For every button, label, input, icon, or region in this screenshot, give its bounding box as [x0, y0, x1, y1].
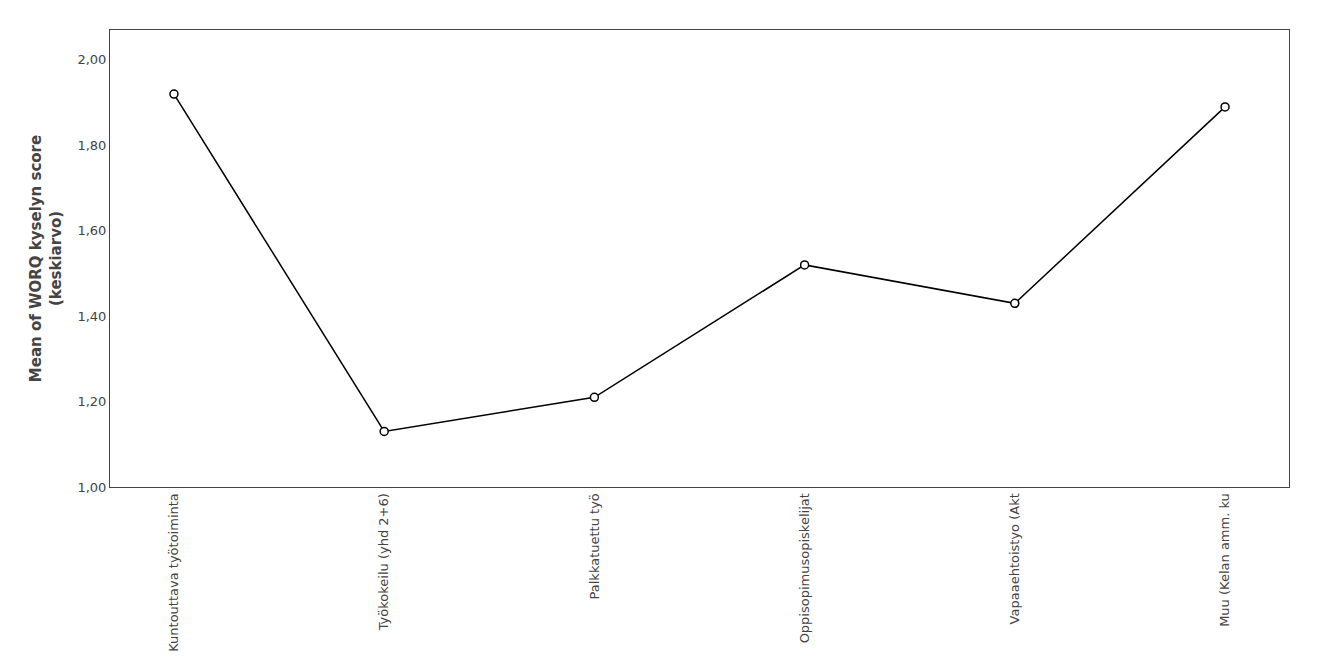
svg-text:Kuntouttava työtoiminta: Kuntouttava työtoiminta: [166, 493, 181, 652]
svg-text:Muu (Kelan amm. ku: Muu (Kelan amm. ku: [1217, 493, 1232, 627]
svg-text:2,00: 2,00: [77, 52, 106, 67]
svg-text:Mean of WORQ kyselyn score(kes: Mean of WORQ kyselyn score(keskiarvo): [27, 135, 65, 382]
svg-text:1,40: 1,40: [77, 309, 106, 324]
svg-text:1,80: 1,80: [77, 138, 106, 153]
svg-text:Työkokeilu (yhd 2+6): Työkokeilu (yhd 2+6): [376, 493, 391, 631]
svg-text:1,60: 1,60: [77, 223, 106, 238]
svg-text:Vapaaehtoistyo (Akt: Vapaaehtoistyo (Akt: [1007, 493, 1022, 624]
svg-text:1,20: 1,20: [77, 394, 106, 409]
svg-text:1,00: 1,00: [77, 480, 106, 495]
svg-text:Palkkatuettu työ: Palkkatuettu työ: [587, 493, 602, 599]
svg-text:Oppisopimusopiskelijat: Oppisopimusopiskelijat: [797, 493, 812, 643]
